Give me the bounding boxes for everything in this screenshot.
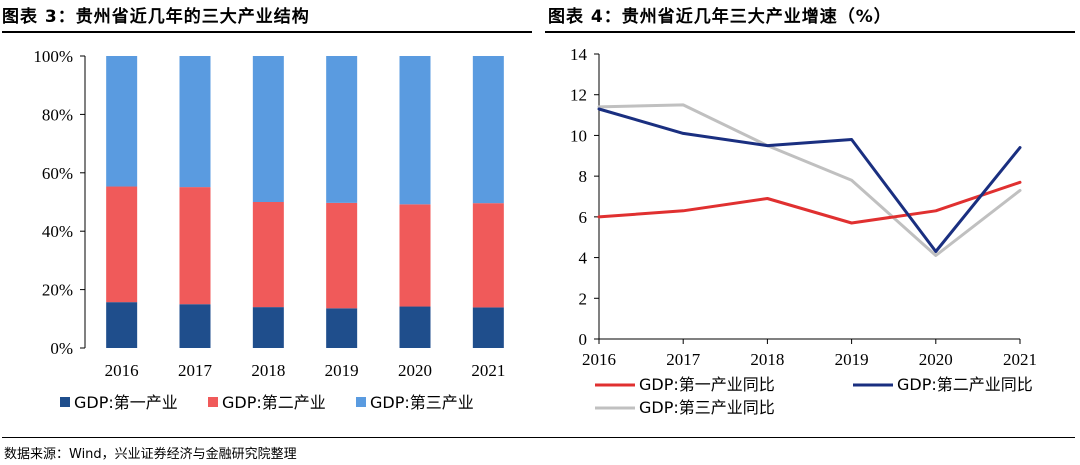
bar-segment-3-2019 xyxy=(326,56,358,203)
bottom-rule xyxy=(2,437,1075,438)
bar-segment-3-2016 xyxy=(106,56,138,187)
y-tick-label: 60% xyxy=(42,164,73,183)
y-tick-label: 14 xyxy=(570,45,588,64)
x-tick-label: 2017 xyxy=(666,350,701,369)
bar-segment-1-2019 xyxy=(326,308,358,348)
series-line-1 xyxy=(597,180,1022,225)
line-chart: 0 2 4 6 8 10 12 14 2016 2017 2018 2019 2020 2021 GDP:第… xyxy=(570,45,1037,417)
source-note: 数据来源：Wind，兴业证券经济与金融研究院整理 xyxy=(4,447,297,462)
bar-segment-2-2019 xyxy=(326,202,358,309)
x-tick-label: 2019 xyxy=(325,361,359,380)
bar-segment-2-2017 xyxy=(179,187,211,305)
bar-segment-1-2016 xyxy=(106,302,138,348)
legend-swatch-2 xyxy=(208,397,218,407)
x-tick-label: 2020 xyxy=(919,350,953,369)
y-tick-label: 0 xyxy=(579,330,588,349)
x-tick-label: 2017 xyxy=(178,361,213,380)
y-tick-label: 2 xyxy=(579,289,588,308)
legend-label-3: GDP:第三产业 xyxy=(370,393,474,412)
y-tick-label: 8 xyxy=(579,167,588,186)
bar-segment-2-2021 xyxy=(472,203,504,308)
stacked-bar-chart: 0% 20% 40% 60% 80% 100% 2016 2017 2018 2019 2020 20… xyxy=(33,47,505,412)
series-line-3 xyxy=(597,103,1022,257)
x-tick-label: 2020 xyxy=(398,361,432,380)
bar-segment-3-2021 xyxy=(472,56,504,204)
legend-swatch-3 xyxy=(356,397,366,407)
bar-segment-2-2016 xyxy=(106,186,138,303)
x-tick-label: 2018 xyxy=(251,361,285,380)
legend-label-2: GDP:第二产业 xyxy=(222,393,326,412)
x-tick-label: 2021 xyxy=(1003,350,1037,369)
bar-segment-3-2017 xyxy=(179,56,211,188)
bar-segment-1-2017 xyxy=(179,304,211,348)
y-tick-label: 0% xyxy=(50,339,73,358)
right-title-rule xyxy=(545,31,1075,33)
y-tick-label: 20% xyxy=(42,281,73,300)
left-title-rule xyxy=(2,31,532,33)
bar-segment-3-2018 xyxy=(252,56,284,202)
bar-segment-1-2020 xyxy=(399,306,431,348)
y-tick-label: 4 xyxy=(579,249,588,268)
left-chart-title: 图表 3：贵州省近几年的三大产业结构 xyxy=(2,7,310,27)
bar-segment-2-2018 xyxy=(252,202,284,308)
y-tick-label: 100% xyxy=(33,47,73,66)
x-tick-label: 2021 xyxy=(471,361,505,380)
y-tick-label: 80% xyxy=(42,105,73,124)
legend-label-1: GDP:第一产业同比 xyxy=(639,375,775,394)
legend-label-2: GDP:第二产业同比 xyxy=(897,375,1033,394)
y-tick-label: 10 xyxy=(570,126,587,145)
bar-segment-1-2018 xyxy=(252,307,284,348)
bar-segment-1-2021 xyxy=(472,307,504,348)
right-chart-title: 图表 4：贵州省近几年三大产业增速（%） xyxy=(548,7,892,27)
legend-label-1: GDP:第一产业 xyxy=(74,393,178,412)
legend-swatch-1 xyxy=(60,397,70,407)
bar-segment-2-2020 xyxy=(399,204,431,307)
y-tick-label: 40% xyxy=(42,222,73,241)
x-tick-label: 2018 xyxy=(750,350,784,369)
x-tick-label: 2016 xyxy=(105,361,139,380)
x-tick-label: 2016 xyxy=(582,350,616,369)
series-line-2 xyxy=(597,107,1022,253)
x-tick-label: 2019 xyxy=(835,350,869,369)
bar-segment-3-2020 xyxy=(399,56,431,205)
y-tick-label: 12 xyxy=(570,86,587,105)
legend-label-3: GDP:第三产业同比 xyxy=(639,398,775,417)
y-tick-label: 6 xyxy=(579,208,588,227)
